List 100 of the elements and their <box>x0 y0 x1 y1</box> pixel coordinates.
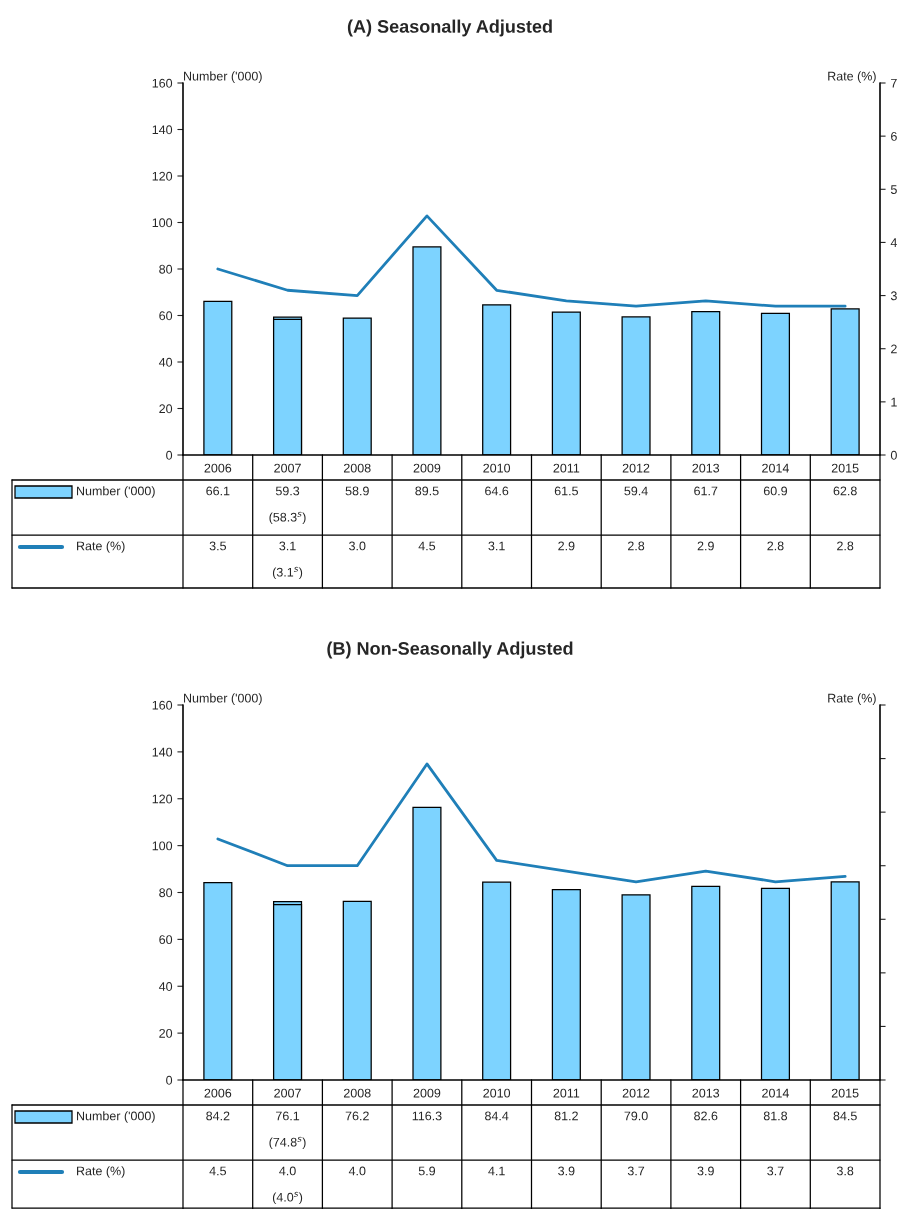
legend-label: Number ('000) <box>77 1111 155 1123</box>
y-tick-label: 140 <box>152 125 173 135</box>
y-tick-label: 60 <box>159 935 173 945</box>
data-label: 5.9 <box>418 1166 436 1176</box>
data-label: 4.5 <box>418 541 436 551</box>
y-tick-label: 80 <box>159 264 173 274</box>
data-label: 3.7 <box>767 1166 784 1176</box>
data-label: 4.0 <box>348 1166 366 1176</box>
y-tick-label: 40 <box>158 982 173 991</box>
y2-tick-label: 1 <box>891 397 897 407</box>
data-label: 2.9 <box>697 541 714 551</box>
data-label: 61.7 <box>694 486 718 496</box>
y2-tick-label: 7 <box>891 78 897 88</box>
data-label: 4.0 <box>279 1166 296 1176</box>
data-label: 59.4 <box>624 486 648 496</box>
y-tick-label: 120 <box>152 171 173 181</box>
text: (58.3$^{s}$) <box>269 511 306 525</box>
data-label: 3.1 <box>279 541 296 551</box>
data-label: 81.2 <box>554 1111 578 1121</box>
x-tick-label: 2011 <box>553 1088 580 1098</box>
x-tick-label: 2007 <box>274 463 301 473</box>
y-tick-label: 100 <box>152 218 173 228</box>
y-tick-label: 100 <box>152 841 173 851</box>
x-tick-label: 2015 <box>831 463 859 473</box>
data-label: 76.2 <box>345 1111 369 1121</box>
y-tick-label: 140 <box>152 747 173 757</box>
text: (3.1$^{s}$) <box>272 566 303 580</box>
y2-tick-label: 0 <box>890 450 897 460</box>
x-tick-label: 2006 <box>204 1088 232 1098</box>
data-label: 3.9 <box>697 1166 714 1176</box>
y2-axis-title: Rate (%) <box>828 693 876 705</box>
x-tick-label: 2008 <box>343 463 371 473</box>
data-label: 81.8 <box>763 1111 788 1121</box>
y2-tick-label: 5 <box>890 185 897 194</box>
y-tick-label: 160 <box>152 700 173 710</box>
data-label: 59.3 <box>275 486 300 496</box>
data-label: 3.9 <box>558 1166 575 1176</box>
y-tick-label: 60 <box>159 311 173 321</box>
data-label: 60.9 <box>763 486 788 496</box>
x-tick-label: 2014 <box>762 463 789 473</box>
x-tick-label: 2013 <box>692 1088 720 1098</box>
x-tick-label: 2012 <box>622 463 650 473</box>
y-tick-label: 20 <box>159 404 173 414</box>
x-tick-label: 2008 <box>343 1088 371 1098</box>
legend-label: Rate (%) <box>77 541 125 553</box>
data-label: 4.5 <box>209 1166 227 1176</box>
data-label: 89.5 <box>415 486 439 496</box>
data-label: 84.2 <box>206 1111 230 1121</box>
chart-title: (B) Non-Seasonally Adjusted <box>327 641 573 659</box>
data-label: 3.0 <box>349 541 366 551</box>
x-tick-label: 2014 <box>762 1088 789 1098</box>
data-label: 4.1 <box>488 1166 505 1176</box>
data-label: 2.9 <box>558 541 575 551</box>
data-label: 3.7 <box>627 1166 645 1176</box>
x-tick-label: 2012 <box>622 1088 650 1098</box>
x-tick-label: 2010 <box>483 1088 511 1098</box>
text: (74.8$^{s}$) <box>269 1136 306 1150</box>
data-label: 82.6 <box>694 1111 718 1121</box>
data-label: 58.9 <box>345 486 369 496</box>
data-label: 76.1 <box>276 1111 300 1121</box>
data-label: 66.1 <box>206 486 230 496</box>
data-label: 3.8 <box>836 1166 854 1176</box>
data-label: 3.1 <box>488 541 505 551</box>
y2-tick-label: 2 <box>891 344 897 354</box>
y-tick-label: 0 <box>166 1075 173 1085</box>
x-tick-label: 2007 <box>274 1088 301 1098</box>
legend-label: Number ('000) <box>77 486 155 498</box>
y2-tick-label: 4 <box>890 238 897 247</box>
x-tick-label: 2013 <box>692 463 720 473</box>
data-label: 79.0 <box>624 1111 648 1121</box>
y-tick-label: 120 <box>152 794 173 804</box>
y-axis-title: Number ('000) <box>184 71 262 83</box>
data-label: 62.8 <box>833 486 857 496</box>
x-tick-label: 2015 <box>831 1088 859 1098</box>
x-tick-label: 2010 <box>483 463 511 473</box>
y-tick-label: 40 <box>158 357 173 367</box>
y2-tick-label: 3 <box>890 291 897 301</box>
data-label: 84.5 <box>833 1111 857 1121</box>
y-tick-label: 160 <box>152 78 173 88</box>
x-tick-label: 2006 <box>204 463 232 473</box>
y-axis-title: Number ('000) <box>184 693 262 705</box>
x-tick-label: 2009 <box>413 1088 441 1098</box>
y-tick-label: 0 <box>166 450 173 460</box>
y-tick-label: 80 <box>159 888 173 898</box>
data-label: 116.3 <box>412 1111 442 1121</box>
data-label: 64.6 <box>485 486 509 496</box>
y2-tick-label: 6 <box>891 131 897 141</box>
data-label: 61.5 <box>554 486 578 496</box>
data-label: 2.8 <box>627 541 645 551</box>
y2-axis-title: Rate (%) <box>828 71 876 83</box>
chart-title: (A) Seasonally Adjusted <box>347 19 552 37</box>
text: (4.0$^{s}$) <box>272 1191 303 1205</box>
data-label: 2.8 <box>767 541 784 551</box>
data-label: 2.8 <box>837 541 854 551</box>
legend-label: Rate (%) <box>77 1166 125 1178</box>
line-series <box>216 214 847 308</box>
y-tick-label: 20 <box>159 1028 173 1038</box>
x-tick-label: 2009 <box>413 463 441 473</box>
x-tick-label: 2011 <box>553 463 580 473</box>
data-label: 3.5 <box>209 541 227 551</box>
